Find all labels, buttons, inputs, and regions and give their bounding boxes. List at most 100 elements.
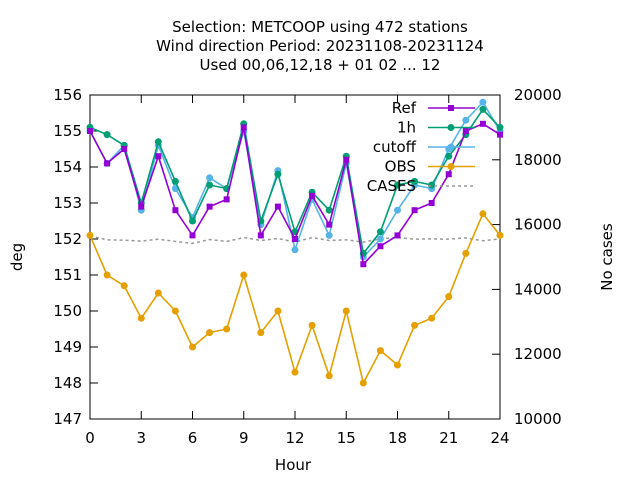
data-point-obs: [206, 329, 214, 337]
data-point-1h: [325, 206, 333, 214]
data-point-obs: [394, 361, 401, 369]
data-point-1h: [496, 123, 504, 131]
x-tick-label: 12: [285, 429, 304, 447]
x-tick-label: 18: [388, 429, 407, 447]
legend-marker-obs: [447, 163, 455, 170]
y-axis-label: deg: [8, 243, 26, 271]
data-point-1h: [189, 217, 196, 225]
y-tick-label: 150: [53, 302, 82, 320]
data-point-ref: [292, 236, 298, 242]
title-line-1: Selection: METCOOP using 472 stations: [172, 18, 468, 36]
data-point-1h: [274, 170, 282, 178]
data-point-cutoff: [291, 246, 299, 254]
data-point-ref: [377, 243, 384, 250]
series-line-ref: [89, 122, 501, 266]
data-point-ref: [223, 196, 230, 203]
y-tick-label: 148: [53, 374, 82, 392]
y-tick-label: 149: [53, 338, 82, 356]
y-tick-label: 156: [53, 86, 82, 104]
data-point-ref: [206, 203, 213, 210]
data-point-cutoff: [376, 235, 384, 243]
series-cases: [89, 235, 501, 245]
x-tick-label: 0: [85, 429, 95, 447]
data-point-obs: [411, 321, 419, 329]
data-point-ref: [240, 124, 247, 131]
data-point-ref: [326, 221, 333, 228]
data-point-cutoff: [394, 206, 401, 214]
data-point-1h: [206, 181, 214, 189]
legend-marker-cutoff: [447, 143, 455, 151]
y-tick-label: 154: [53, 158, 82, 176]
data-point-ref: [445, 171, 452, 178]
data-point-ref: [155, 153, 162, 160]
axis-ticks: 0 3 6 9 12 15 18 21 24 147 148 149 150 151 152 153 154 15…: [53, 86, 561, 447]
series-obs: [86, 210, 504, 387]
data-point-ref: [411, 207, 418, 214]
data-point-ref: [104, 160, 111, 167]
legend-label-obs: OBS: [385, 158, 416, 176]
data-point-ref: [360, 261, 367, 268]
legend-entry-cutoff: cutoff: [373, 138, 475, 156]
y2-tick-label: 20000: [514, 86, 562, 104]
data-point-obs: [154, 289, 162, 297]
series-line-cases: [89, 235, 501, 245]
y-tick-label: 155: [53, 122, 82, 140]
data-point-obs: [240, 271, 248, 279]
data-point-1h: [479, 105, 487, 113]
legend-entry-ref: Ref: [392, 99, 475, 117]
x-tick-label: 24: [490, 429, 509, 447]
data-point-obs: [496, 231, 504, 239]
data-point-obs: [342, 307, 350, 315]
x-tick-label: 9: [239, 429, 249, 447]
data-point-1h: [411, 177, 419, 185]
data-point-ref: [309, 192, 316, 199]
data-point-ref: [172, 207, 179, 214]
y2-tick-label: 16000: [514, 216, 562, 234]
y2-tick-label: 12000: [514, 345, 562, 363]
data-point-obs: [479, 210, 487, 218]
x-tick-label: 6: [188, 429, 198, 447]
y2-tick-label: 10000: [514, 410, 562, 428]
data-point-ref: [138, 203, 145, 210]
data-point-1h: [445, 152, 453, 160]
data-point-cutoff: [479, 98, 487, 106]
y2-axis-label: No cases: [598, 223, 616, 291]
data-point-obs: [257, 329, 265, 337]
data-point-ref: [121, 146, 128, 152]
title-line-3: Used 00,06,12,18 + 01 02 ... 12: [200, 56, 441, 74]
data-point-ref: [394, 232, 401, 239]
y2-tick-label: 18000: [514, 151, 562, 169]
y-tick-label: 147: [53, 410, 82, 428]
legend-label-cutoff: cutoff: [373, 138, 417, 156]
data-point-cutoff: [206, 174, 214, 182]
data-point-obs: [462, 249, 470, 257]
data-point-obs: [291, 368, 299, 376]
series-ref: [87, 120, 503, 268]
data-point-ref: [497, 131, 503, 138]
x-tick-label: 3: [136, 429, 146, 447]
legend-entry-cases: CASES: [367, 177, 475, 195]
title-line-2: Wind direction Period: 20231108-20231124: [156, 37, 484, 55]
data-point-obs: [308, 321, 316, 329]
chart-title: Selection: METCOOP using 472 stations Wi…: [156, 18, 484, 74]
data-point-cutoff: [325, 231, 333, 239]
data-point-ref: [257, 232, 264, 239]
x-tick-label: 15: [337, 429, 356, 447]
data-point-ref: [274, 203, 281, 210]
data-point-1h: [154, 138, 162, 146]
data-point-ref: [479, 120, 486, 127]
legend-label-ref: Ref: [392, 99, 417, 117]
data-point-obs: [376, 347, 384, 355]
data-point-1h: [376, 228, 384, 236]
data-point-obs: [103, 271, 111, 279]
data-point-1h: [171, 177, 179, 185]
data-point-obs: [137, 314, 145, 322]
x-tick-label: 21: [439, 429, 458, 447]
x-axis-label: Hour: [275, 456, 312, 474]
data-point-ref: [343, 156, 350, 163]
data-point-obs: [445, 293, 453, 301]
y-tick-label: 153: [53, 194, 82, 212]
data-point-1h: [394, 181, 401, 189]
